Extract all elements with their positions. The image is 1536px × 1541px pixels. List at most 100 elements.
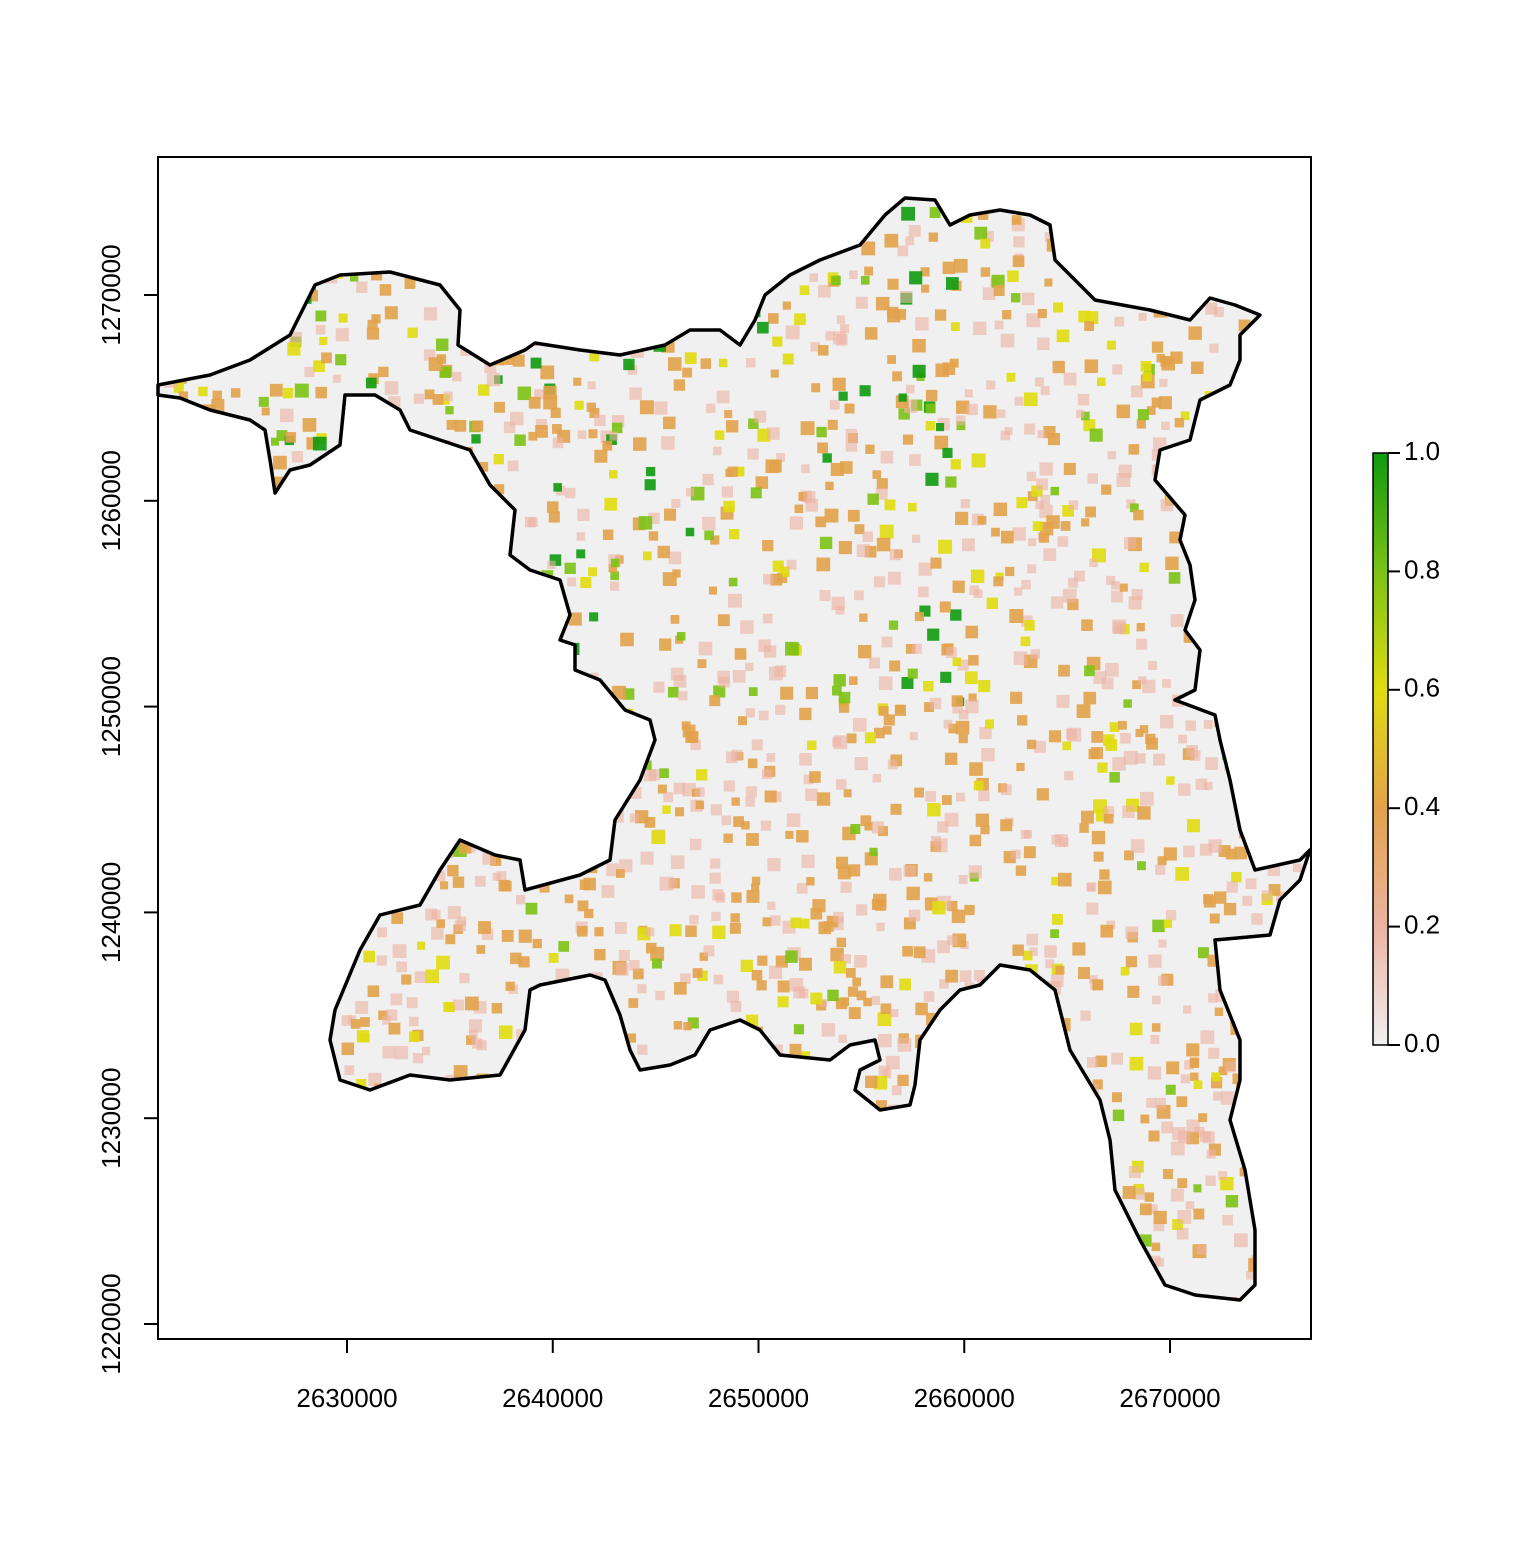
raster-cell	[516, 671, 526, 681]
raster-cell	[494, 302, 506, 313]
colorbar-tick-label: 0.8	[1404, 554, 1440, 584]
raster-cell	[1290, 590, 1299, 599]
raster-cell	[1191, 361, 1204, 375]
raster-cell	[816, 557, 831, 572]
raster-cell	[838, 391, 848, 401]
raster-cell	[743, 1249, 753, 1260]
raster-cell	[1284, 314, 1294, 325]
raster-cell	[805, 788, 818, 801]
raster-cell	[175, 1077, 188, 1090]
raster-cell	[716, 390, 730, 404]
raster-cell	[439, 1124, 453, 1138]
raster-cell	[160, 842, 172, 854]
x-tick-label: 2670000	[1119, 1383, 1220, 1413]
raster-cell	[289, 331, 302, 345]
raster-cell	[678, 1202, 687, 1211]
raster-cell	[618, 949, 630, 961]
raster-cell	[691, 1291, 705, 1300]
raster-cell	[315, 324, 326, 335]
raster-cell	[528, 431, 538, 441]
raster-cell	[950, 199, 964, 213]
raster-cell	[528, 1258, 539, 1270]
raster-cell	[180, 825, 192, 837]
raster-cell	[1218, 198, 1233, 209]
raster-cell	[1228, 602, 1239, 613]
raster-cell	[273, 526, 284, 536]
raster-cell	[547, 560, 556, 570]
raster-cell	[491, 1003, 503, 1014]
raster-cell	[327, 1229, 338, 1241]
raster-cell	[644, 207, 654, 218]
raster-cell	[779, 566, 790, 577]
raster-cell	[470, 638, 481, 649]
raster-cell	[161, 540, 171, 550]
colorbar-tick-label: 1.0	[1404, 436, 1440, 466]
raster-cell	[921, 284, 930, 293]
raster-cell	[548, 511, 560, 523]
raster-cell	[649, 289, 659, 299]
raster-cell	[179, 1220, 189, 1230]
raster-cell	[1166, 202, 1181, 216]
raster-cell	[335, 217, 346, 227]
raster-cell	[678, 1246, 687, 1256]
raster-cell	[1123, 699, 1132, 708]
raster-cell	[668, 551, 682, 565]
raster-cell	[699, 952, 708, 961]
raster-cell	[188, 1179, 198, 1188]
raster-cell	[856, 1219, 869, 1232]
raster-cell	[657, 545, 670, 559]
raster-cell	[721, 815, 732, 826]
raster-cell	[392, 944, 407, 959]
raster-cell	[1193, 1208, 1205, 1220]
raster-cell	[785, 830, 794, 839]
raster-cell	[1184, 1060, 1194, 1070]
colorbar	[1372, 452, 1389, 1046]
raster-cell	[278, 777, 291, 790]
raster-cell	[1103, 251, 1115, 264]
raster-cell	[512, 1191, 527, 1205]
raster-cell	[1185, 720, 1197, 731]
raster-cell	[588, 567, 597, 577]
raster-cell	[889, 660, 901, 672]
raster-cell	[160, 868, 173, 881]
raster-cell	[180, 1128, 192, 1140]
raster-cell	[395, 1122, 408, 1135]
raster-cell	[1188, 326, 1202, 340]
raster-cell	[164, 1015, 173, 1024]
raster-cell	[1150, 1296, 1162, 1300]
raster-cell	[414, 971, 427, 984]
raster-cell	[686, 1152, 698, 1165]
raster-cell	[1264, 806, 1277, 820]
raster-cell	[528, 396, 541, 409]
raster-cell	[1130, 385, 1143, 398]
raster-cell	[817, 442, 828, 454]
raster-cell	[829, 399, 840, 410]
raster-cell	[577, 900, 589, 912]
raster-cell	[503, 796, 514, 807]
raster-cell	[181, 942, 191, 952]
raster-cell	[1089, 1291, 1103, 1300]
raster-cell	[330, 226, 343, 239]
raster-cell	[350, 1235, 365, 1250]
raster-cell	[710, 804, 722, 816]
raster-cell	[1272, 781, 1284, 794]
raster-cell	[953, 1090, 965, 1102]
raster-cell	[614, 921, 627, 934]
raster-cell	[197, 913, 207, 924]
raster-cell	[273, 455, 287, 470]
raster-cell	[1022, 950, 1033, 961]
raster-cell	[878, 676, 893, 691]
raster-cell	[317, 1076, 330, 1088]
raster-cell	[523, 1078, 534, 1090]
raster-cell	[1007, 270, 1019, 282]
raster-cell	[161, 369, 174, 382]
raster-cell	[1008, 1139, 1020, 1151]
raster-cell	[928, 1283, 938, 1293]
raster-cell	[409, 468, 424, 483]
raster-cell	[665, 274, 675, 284]
raster-cell	[845, 428, 858, 441]
raster-cell	[785, 641, 799, 656]
raster-cell	[203, 1082, 216, 1095]
raster-cell	[607, 208, 621, 222]
raster-cell	[757, 321, 769, 334]
